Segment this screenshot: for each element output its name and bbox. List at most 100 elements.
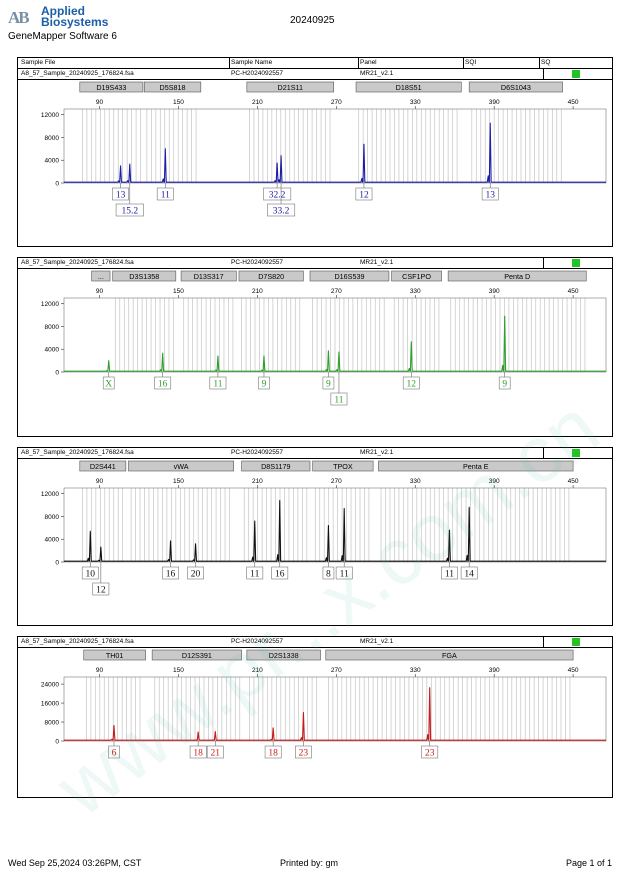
y-tick-label: 4000: [45, 347, 60, 354]
allele-call-label: 33.2: [273, 207, 290, 217]
x-tick-label: 150: [173, 288, 184, 295]
locus-label: D19S433: [96, 83, 126, 92]
y-tick-label: 16000: [41, 700, 59, 707]
locus-label: TPOX: [333, 462, 353, 471]
electropherogram-chart: D2S441 vWA D8S1179 TPOX Penta E 90 150 210 270 33…: [41, 460, 607, 596]
locus-box-d19s433: [79, 81, 144, 93]
allele-call-label: 23: [299, 749, 309, 759]
allele-label-box: [258, 376, 270, 390]
allele-call-label: 9: [326, 380, 331, 390]
y-tick-label: 4000: [45, 158, 60, 165]
x-tick-label: 330: [410, 478, 421, 485]
locus-box-d5s818: [143, 81, 202, 93]
allele-label-box: [209, 376, 227, 390]
locus-box-tpox: [312, 460, 374, 472]
x-tick-label: 90: [96, 288, 104, 295]
allele-call-label: X: [105, 380, 112, 390]
x-tick-label: 450: [568, 478, 579, 485]
locus-box-pentae: [378, 460, 574, 472]
locus-box-d2s1338: [246, 649, 321, 661]
locus-box-vwa: [128, 460, 235, 472]
sample-name: PC-H2024092557: [231, 259, 284, 266]
allele-call-label: 12: [359, 191, 369, 201]
sample-name: PC-H2024092557: [231, 449, 284, 456]
allele-call-label: 13: [116, 191, 126, 201]
electropherogram-chart: ... D3S1358 D13S317 D7S820 D16S539 CSF1PO Pent…: [41, 270, 607, 406]
trace-line: [64, 687, 606, 741]
sq-status-box: [572, 70, 580, 78]
y-tick-label: 0: [55, 559, 59, 566]
locus-box-fga: [325, 649, 574, 661]
allele-call-label: 23: [425, 749, 435, 759]
allele-call-label: 12: [96, 586, 106, 596]
footer-printed-by: Printed by: gm: [280, 858, 339, 868]
sample-info-row: A8_57_Sample_20240925_176824.fsa PC-H202…: [18, 637, 612, 648]
allele-label-box: [267, 203, 296, 217]
allele-label-box: [206, 745, 224, 759]
allele-label-box: [246, 566, 264, 580]
col-sample-name: Sample Name: [231, 59, 273, 66]
y-tick-label: 24000: [41, 681, 59, 688]
sample-info-row: A8_57_Sample_20240925_176824.fsa PC-H202…: [18, 258, 612, 269]
x-tick-label: 330: [410, 99, 421, 106]
allele-call-label: 13: [485, 191, 495, 201]
allele-label-box: [92, 582, 110, 596]
allele-label-box: [335, 566, 353, 580]
allele-call-label: 6: [112, 749, 117, 759]
locus-box-d8s1179: [241, 460, 311, 472]
x-tick-label: 270: [331, 99, 342, 106]
allele-call-label: 11: [340, 570, 349, 580]
trace-line: [64, 122, 606, 183]
y-tick-label: 0: [55, 369, 59, 376]
x-tick-label: 390: [489, 288, 500, 295]
allele-label-box: [115, 203, 144, 217]
y-tick-label: 8000: [45, 719, 60, 726]
locus-label: D5S818: [160, 83, 186, 92]
allele-call-label: 11: [334, 396, 343, 406]
panel-name: MR21_v2.1: [360, 449, 394, 456]
plot-frame: [63, 297, 607, 373]
allele-label-box: [498, 376, 511, 390]
locus-label: D16S539: [334, 272, 364, 281]
electropherogram-panel-green: A8_57_Sample_20240925_176824.fsa PC-H202…: [17, 257, 613, 437]
locus-box-d16s539: [309, 270, 390, 282]
allele-call-label: 18: [268, 749, 278, 759]
allele-label-box: [355, 187, 373, 201]
allele-call-label: 12: [407, 380, 417, 390]
locus-label: D8S1179: [261, 462, 290, 471]
allele-call-label: 16: [158, 380, 168, 390]
col-panel: Panel: [360, 59, 377, 66]
allele-label-box: [481, 187, 499, 201]
logo-wordmark: Applied Biosystems: [41, 5, 109, 29]
allele-label-box: [271, 566, 289, 580]
allele-call-label: 11: [445, 570, 454, 580]
x-tick-label: 90: [96, 667, 104, 674]
plot-frame: [63, 108, 607, 184]
x-tick-label: 150: [173, 478, 184, 485]
allele-call-label: 32.2: [269, 191, 286, 201]
x-tick-label: 450: [568, 667, 579, 674]
locus-label: D12S391: [182, 651, 212, 660]
allele-label-box: [441, 566, 458, 580]
allele-label-box: [263, 187, 292, 201]
x-tick-label: 330: [410, 288, 421, 295]
logo-line-2: Biosystems: [41, 15, 109, 29]
locus-label: D21S11: [278, 83, 303, 92]
y-tick-label: 4000: [45, 537, 60, 544]
x-tick-label: 390: [489, 99, 500, 106]
allele-call-label: 21: [211, 749, 221, 759]
allele-call-label: 18: [193, 749, 203, 759]
allele-label-box: [187, 566, 204, 580]
footer-print-date: Wed Sep 25,2024 03:26PM, CST: [8, 858, 142, 868]
allele-call-label: 9: [262, 380, 267, 390]
allele-call-label: 16: [166, 570, 176, 580]
locus-box-d6s1043: [468, 81, 563, 93]
allele-label-box: [402, 376, 420, 390]
locus-label: Penta D: [504, 272, 530, 281]
y-tick-label: 12000: [41, 301, 59, 308]
allele-label-box: [330, 392, 348, 406]
plot-frame: [63, 487, 607, 563]
y-tick-label: 12000: [41, 112, 59, 119]
locus-label: D7S820: [258, 272, 284, 281]
y-tick-label: 0: [55, 738, 59, 745]
